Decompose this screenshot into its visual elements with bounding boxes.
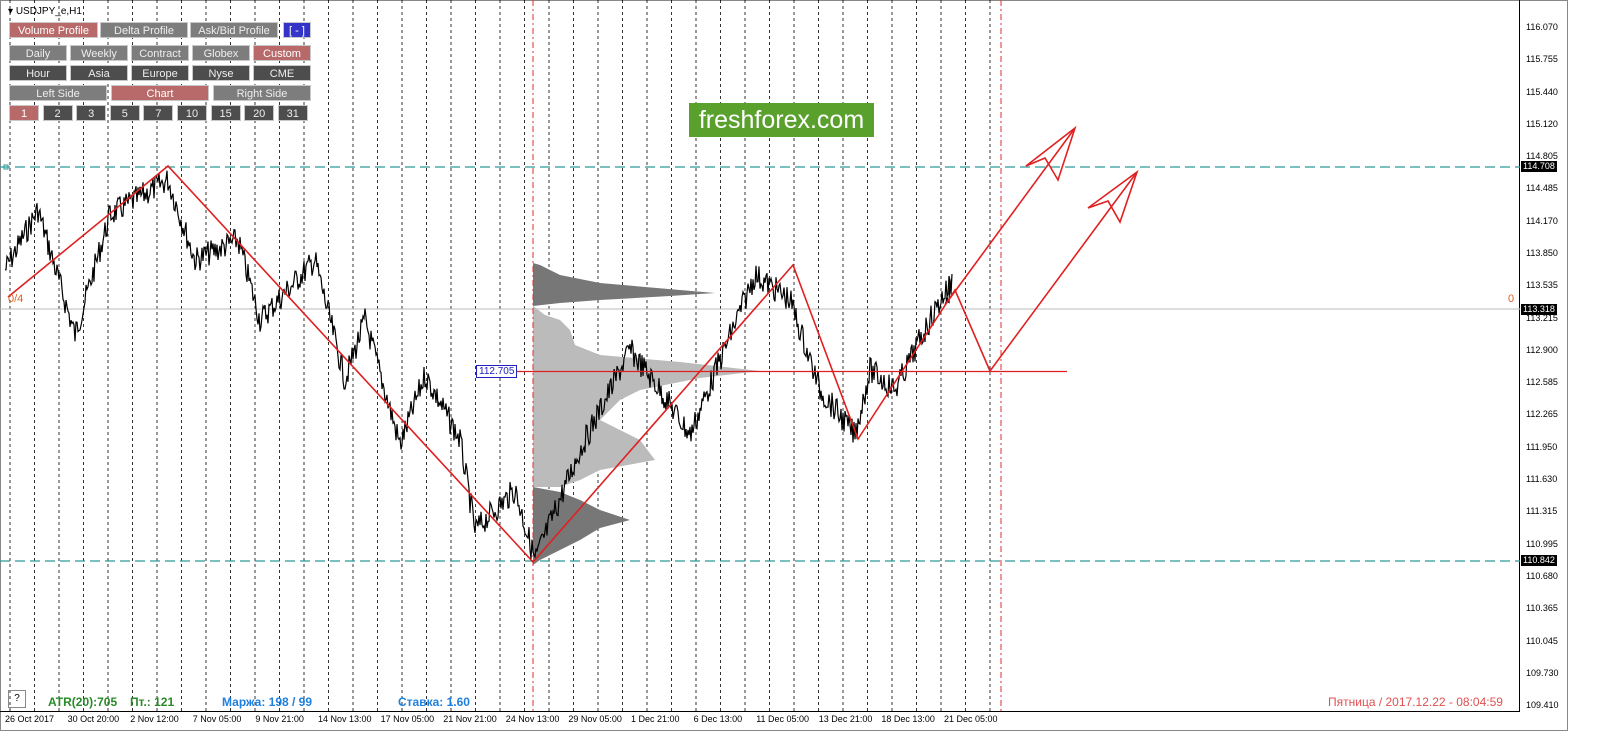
price-marker: 114.708 bbox=[1521, 161, 1557, 172]
time-label: 21 Nov 21:00 bbox=[443, 714, 497, 724]
price-line bbox=[5, 170, 953, 559]
button[interactable]: Right Side bbox=[213, 85, 311, 101]
price-label: 113.850 bbox=[1526, 248, 1558, 259]
time-label: 9 Nov 21:00 bbox=[255, 714, 304, 724]
button[interactable]: 1 bbox=[9, 105, 39, 121]
arrow-head bbox=[1087, 169, 1139, 224]
price-label: 109.730 bbox=[1526, 667, 1559, 678]
price-label: 110.680 bbox=[1526, 570, 1558, 581]
time-label: 18 Dec 13:00 bbox=[881, 714, 935, 724]
price-label: 115.440 bbox=[1526, 86, 1558, 97]
button[interactable]: [ - ] bbox=[283, 22, 311, 38]
button[interactable]: Daily bbox=[9, 45, 67, 61]
button[interactable]: Weekly bbox=[70, 45, 128, 61]
button[interactable]: Europe bbox=[131, 65, 189, 81]
price-label: 112.900 bbox=[1526, 344, 1558, 355]
price-label: 111.630 bbox=[1526, 474, 1558, 485]
volume-profile bbox=[533, 263, 760, 565]
poc-label: 112.705 bbox=[476, 365, 518, 378]
time-label: 17 Nov 05:00 bbox=[380, 714, 435, 724]
button[interactable]: Asia bbox=[70, 65, 128, 81]
zigzag bbox=[7, 164, 1138, 564]
time-label: 1 Dec 21:00 bbox=[631, 714, 680, 724]
button[interactable]: Nyse bbox=[192, 65, 250, 81]
arrow-head bbox=[1025, 125, 1077, 182]
help-button[interactable]: ? bbox=[8, 690, 26, 708]
button[interactable]: 10 bbox=[177, 105, 207, 121]
price-label: 112.585 bbox=[1526, 377, 1558, 388]
symbol-text: USDJPY_e,H1 bbox=[15, 6, 82, 17]
button[interactable]: Contract bbox=[131, 45, 189, 61]
symbol: ▾ USDJPY_e,H1 bbox=[8, 6, 82, 17]
price-marker: 110.842 bbox=[1521, 555, 1557, 566]
time-label: 29 Nov 05:00 bbox=[568, 714, 622, 724]
button[interactable]: 31 bbox=[277, 105, 308, 121]
watermark: freshforex.com bbox=[689, 103, 874, 137]
price-label: 111.950 bbox=[1526, 441, 1558, 452]
price-label: 113.215 bbox=[1526, 312, 1558, 323]
time-label: 14 Nov 13:00 bbox=[318, 714, 372, 724]
button[interactable]: Globex bbox=[192, 45, 250, 61]
button[interactable]: 7 bbox=[143, 105, 174, 121]
button[interactable]: Ask/Bid Profile bbox=[190, 22, 278, 38]
button[interactable]: Custom bbox=[253, 45, 311, 61]
time-label: 30 Oct 20:00 bbox=[67, 714, 120, 724]
time-label: 6 Dec 13:00 bbox=[693, 714, 743, 724]
price-label: 110.365 bbox=[1526, 603, 1558, 614]
time-label: 21 Dec 05:00 bbox=[944, 714, 998, 724]
price-marker: 113.318 bbox=[1521, 304, 1557, 315]
price-label: 115.755 bbox=[1526, 54, 1558, 65]
price-label: 110.045 bbox=[1526, 635, 1558, 646]
time-label: 7 Nov 05:00 bbox=[192, 714, 242, 724]
time-label: 24 Nov 13:00 bbox=[505, 714, 560, 724]
datetime: Пятница / 2017.12.22 - 08:04:59 bbox=[1328, 695, 1503, 709]
time-label: 26 Oct 2017 bbox=[5, 714, 55, 724]
button[interactable]: 5 bbox=[109, 105, 140, 121]
button[interactable]: Volume Profile bbox=[9, 22, 98, 38]
time-label: 11 Dec 05:00 bbox=[756, 714, 810, 724]
button[interactable]: 20 bbox=[244, 105, 275, 121]
button[interactable]: 3 bbox=[76, 105, 107, 121]
button[interactable]: Hour bbox=[9, 65, 67, 81]
price-label: 114.170 bbox=[1526, 215, 1558, 226]
price-label: 112.265 bbox=[1526, 409, 1558, 420]
forecast-line bbox=[944, 127, 1076, 306]
price-label: 109.410 bbox=[1526, 700, 1559, 711]
price-label: 110.995 bbox=[1526, 538, 1558, 549]
price-label: 114.805 bbox=[1526, 151, 1558, 162]
button[interactable]: 15 bbox=[210, 105, 241, 121]
button[interactable]: CME bbox=[253, 65, 311, 81]
button[interactable]: 2 bbox=[42, 105, 73, 121]
right-label: 0 bbox=[1508, 293, 1515, 305]
margin: Маржа: 198 / 99 bbox=[222, 695, 313, 709]
anchor bbox=[3, 164, 9, 170]
price-label: 116.070 bbox=[1526, 22, 1558, 32]
time-label: 13 Dec 21:00 bbox=[818, 714, 873, 724]
day-count: Пт.: 121 bbox=[130, 695, 175, 709]
rate: Ставка: 1.60 bbox=[398, 695, 470, 709]
price-label: 115.120 bbox=[1526, 118, 1558, 129]
price-label: 114.485 bbox=[1526, 183, 1558, 194]
button[interactable]: Delta Profile bbox=[100, 22, 188, 38]
atr: ATR(20):705 bbox=[48, 695, 118, 709]
time-label: 2 Nov 12:00 bbox=[130, 714, 179, 724]
price-label: 111.315 bbox=[1526, 506, 1558, 517]
price-label: 113.535 bbox=[1526, 280, 1558, 291]
button[interactable]: Chart bbox=[111, 85, 209, 101]
frame bbox=[0, 0, 1568, 731]
button[interactable]: Left Side bbox=[9, 85, 107, 101]
left-label: 0/4 bbox=[8, 293, 24, 305]
